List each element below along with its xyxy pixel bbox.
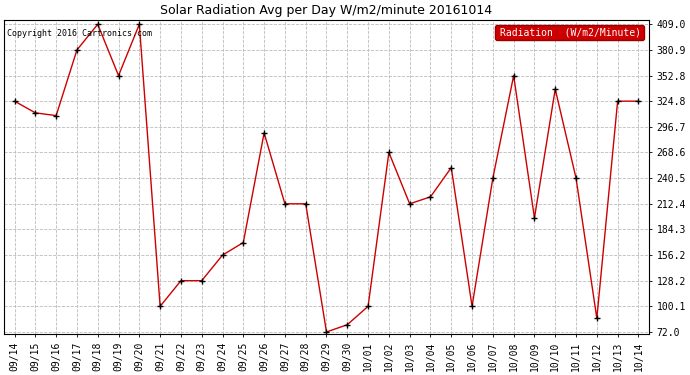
Title: Solar Radiation Avg per Day W/m2/minute 20161014: Solar Radiation Avg per Day W/m2/minute … bbox=[161, 4, 493, 17]
Text: Copyright 2016 Cartronics.com: Copyright 2016 Cartronics.com bbox=[8, 29, 152, 38]
Legend: Radiation  (W/m2/Minute): Radiation (W/m2/Minute) bbox=[495, 25, 644, 40]
